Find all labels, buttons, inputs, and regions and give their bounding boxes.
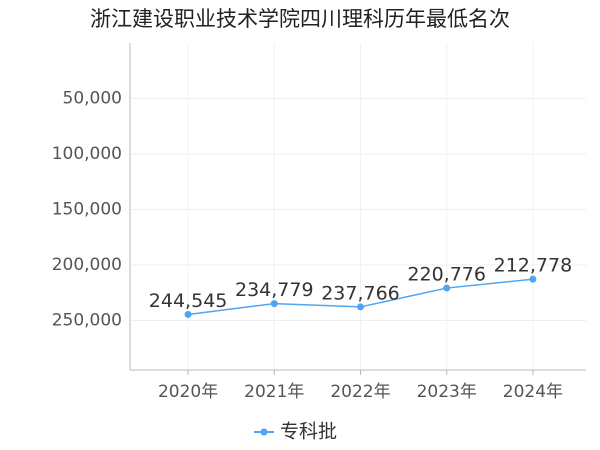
y-tick-label: 250,000 <box>52 311 122 331</box>
x-tick-label: 2023年 <box>417 382 477 402</box>
point <box>443 284 451 292</box>
point <box>184 310 192 318</box>
point <box>357 303 364 311</box>
y-tick-label: 100,000 <box>52 144 122 164</box>
point <box>270 300 278 308</box>
x-tick-label: 2021年 <box>244 382 304 402</box>
value-label: 234,779 <box>235 279 314 301</box>
point <box>529 275 537 283</box>
chart-title: 浙江建设职业技术学院四川理科历年最低名次 <box>90 7 510 31</box>
value-label: 244,545 <box>149 290 228 312</box>
y-tick-label: 200,000 <box>52 255 122 275</box>
legend-label: 专科批 <box>280 421 337 443</box>
y-tick-label: 150,000 <box>52 200 122 220</box>
legend-marker <box>260 428 268 436</box>
value-label: 220,776 <box>407 264 486 286</box>
x-tick-label: 2020年 <box>158 382 218 402</box>
x-tick-label: 2024年 <box>503 382 563 402</box>
value-label: 237,766 <box>321 282 400 304</box>
x-tick-label: 2022年 <box>330 382 390 402</box>
value-label: 212,778 <box>494 255 573 277</box>
y-tick-label: 50,000 <box>63 89 122 109</box>
